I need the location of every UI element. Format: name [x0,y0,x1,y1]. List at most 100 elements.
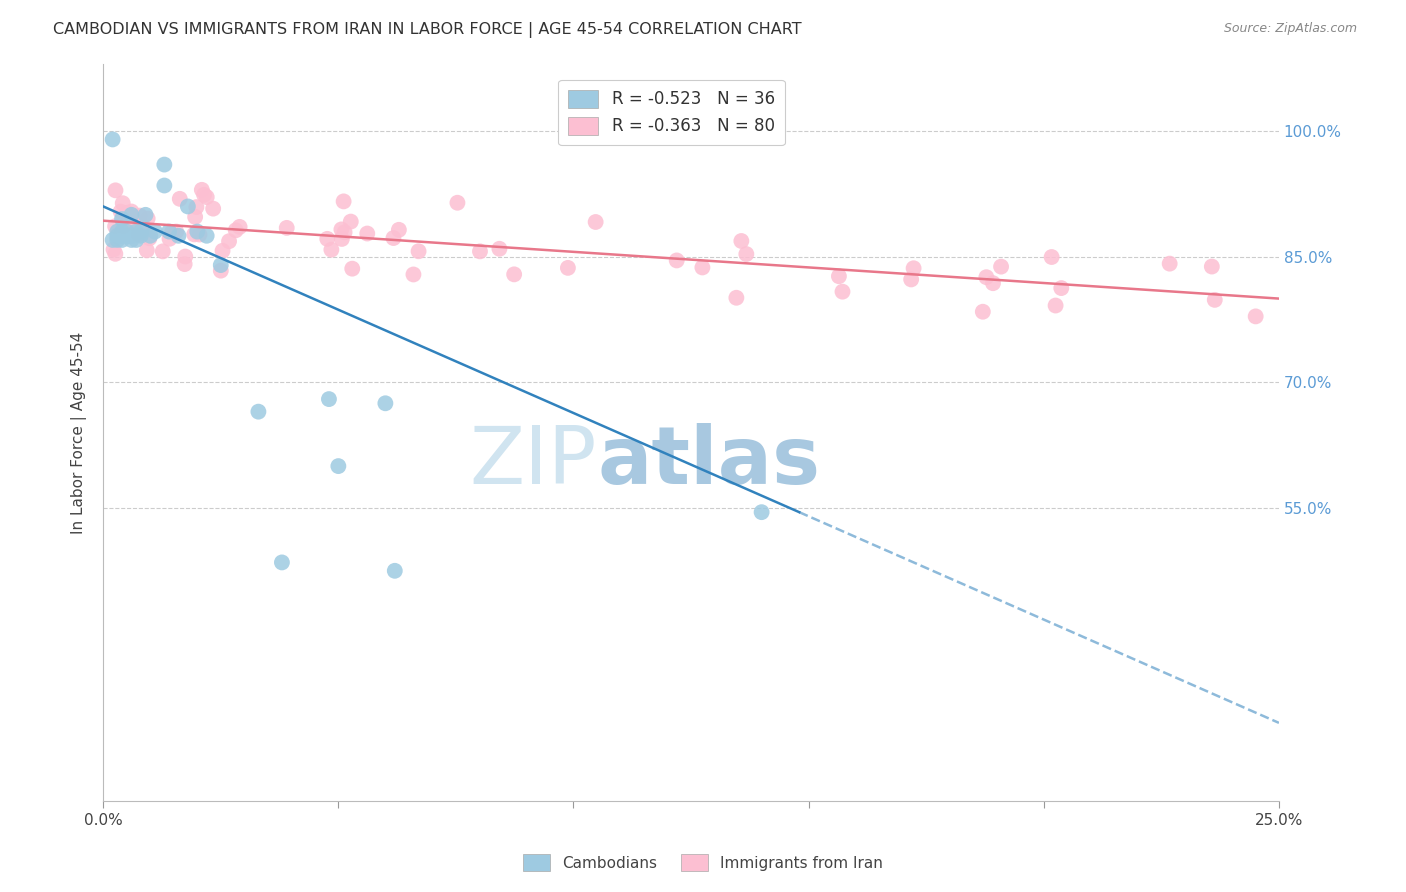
Point [1050,281,1073,295]
Point [276,220,298,235]
Point [159,232,181,246]
Point [225,223,247,237]
Point [318,392,340,406]
Point [188,227,211,242]
Point [125,225,148,239]
Point [195,228,218,243]
Point [115,225,138,239]
Point [105,225,128,239]
Text: atlas: atlas [598,423,820,501]
Point [127,227,149,242]
Point [110,204,132,219]
Point [184,210,207,224]
Point [112,219,135,234]
Point [831,285,853,299]
Point [101,233,124,247]
Point [725,291,748,305]
Point [488,242,510,256]
Point [101,132,124,146]
Point [177,199,200,213]
Point [339,214,361,228]
Point [382,231,405,245]
Point [104,183,127,197]
Point [165,225,187,239]
Point [316,232,339,246]
Point [104,247,127,261]
Point [692,260,714,275]
Point [115,228,138,243]
Point [321,243,343,257]
Point [118,213,141,227]
Point [195,190,218,204]
Point [120,228,142,243]
Point [503,268,526,282]
Point [167,228,190,243]
Point [143,225,166,239]
Point [120,204,142,219]
Point [169,192,191,206]
Text: CAMBODIAN VS IMMIGRANTS FROM IRAN IN LABOR FORCE | AGE 45-54 CORRELATION CHART: CAMBODIAN VS IMMIGRANTS FROM IRAN IN LAB… [53,22,801,38]
Point [193,187,215,202]
Point [333,225,356,239]
Point [173,257,195,271]
Point [1045,299,1067,313]
Point [981,276,1004,290]
Point [183,227,205,242]
Point [228,219,250,234]
Point [111,225,134,239]
Point [138,231,160,245]
Point [111,212,134,227]
Text: ZIP: ZIP [470,423,598,501]
Point [751,505,773,519]
Point [132,219,155,234]
Point [152,244,174,259]
Point [356,227,378,241]
Point [128,209,150,223]
Point [131,225,153,239]
Point [408,244,430,259]
Point [211,244,233,258]
Point [900,272,922,286]
Point [468,244,491,259]
Point [120,233,142,247]
Point [218,234,240,248]
Legend: Cambodians, Immigrants from Iran: Cambodians, Immigrants from Iran [517,848,889,877]
Point [136,211,159,226]
Point [730,234,752,248]
Point [160,226,183,240]
Point [135,208,157,222]
Point [665,253,688,268]
Point [202,202,225,216]
Point [122,216,145,230]
Point [446,195,468,210]
Point [121,216,143,230]
Point [328,459,350,474]
Point [1201,260,1223,274]
Point [271,556,294,570]
Point [186,200,208,214]
Point [903,261,925,276]
Point [247,404,270,418]
Point [186,225,208,239]
Point [153,157,176,171]
Point [342,261,364,276]
Point [330,222,353,236]
Point [153,178,176,193]
Point [105,228,128,243]
Point [972,304,994,318]
Point [585,215,607,229]
Point [990,260,1012,274]
Point [1159,257,1181,271]
Point [402,268,425,282]
Point [209,263,232,277]
Point [111,228,134,243]
Point [976,270,998,285]
Text: Source: ZipAtlas.com: Source: ZipAtlas.com [1223,22,1357,36]
Point [1040,250,1063,264]
Point [557,260,579,275]
Y-axis label: In Labor Force | Age 45-54: In Labor Force | Age 45-54 [72,332,87,533]
Point [118,215,141,229]
Point [157,225,180,239]
Point [104,219,127,234]
Point [139,228,162,243]
